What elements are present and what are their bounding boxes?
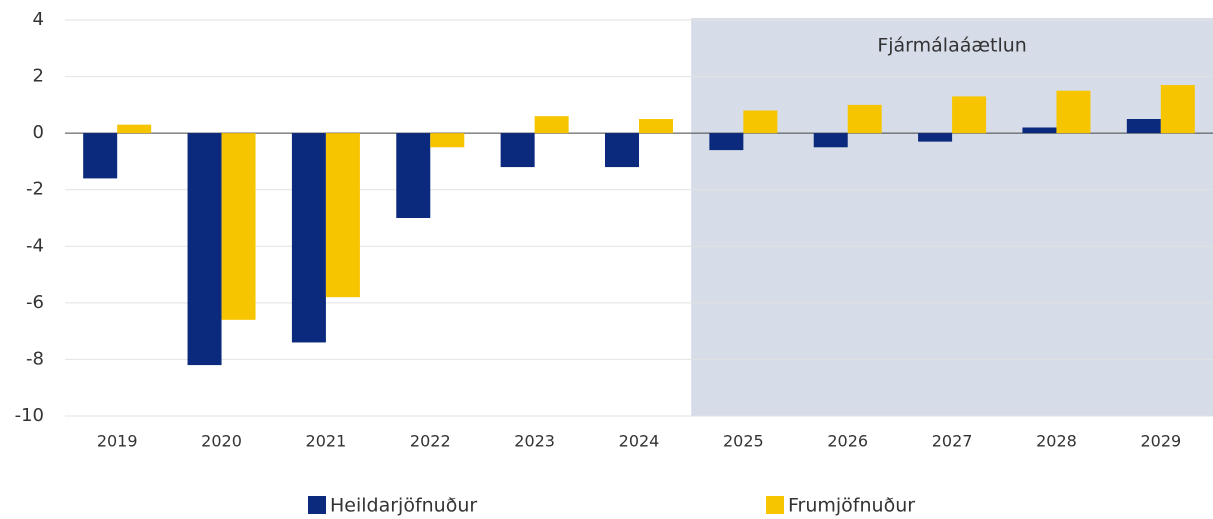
legend-label: Frumjöfnuður: [788, 495, 915, 517]
x-tick-label: 2020: [201, 432, 242, 451]
bar: [83, 133, 118, 179]
background-layer: [691, 18, 1213, 416]
bar: [396, 133, 431, 218]
bar: [1126, 119, 1161, 134]
y-tick-label: -10: [15, 405, 44, 426]
bar: [534, 116, 569, 134]
bar: [743, 110, 778, 134]
y-tick-label: -8: [26, 348, 44, 369]
bar: [813, 133, 848, 148]
y-tick-label: -4: [26, 235, 44, 256]
legend-swatch: [308, 496, 326, 514]
bar: [500, 133, 535, 168]
y-tick-label: 4: [33, 9, 44, 30]
x-tick-label: 2026: [827, 432, 868, 451]
bar: [1160, 85, 1195, 134]
bar: [639, 119, 673, 134]
bar: [1056, 90, 1091, 134]
bar: [605, 133, 639, 168]
y-tick-label: 0: [33, 122, 44, 143]
x-tick-label: 2025: [723, 432, 764, 451]
y-tick-label: 2: [33, 66, 44, 87]
bar: [187, 133, 222, 366]
x-tick-label: 2029: [1140, 432, 1181, 451]
bar: [430, 133, 465, 148]
bar: [1022, 127, 1057, 134]
x-tick-label: 2019: [97, 432, 138, 451]
x-tick-label: 2022: [410, 432, 451, 451]
bar: [918, 133, 953, 142]
bar: [325, 133, 360, 298]
y-tick-label: -2: [26, 179, 44, 200]
x-tick-label: 2021: [306, 432, 347, 451]
x-tick-label: 2023: [514, 432, 555, 451]
x-tick-label: 2028: [1036, 432, 1077, 451]
y-tick-label: -6: [26, 292, 44, 313]
bar: [952, 96, 987, 134]
legend-label: Heildarjöfnuður: [330, 495, 477, 517]
forecast-label: Fjármálaáætlun: [877, 35, 1027, 57]
bar: [117, 124, 152, 134]
bar: [291, 133, 326, 343]
bar: [709, 133, 744, 151]
x-tick-label: 2027: [932, 432, 973, 451]
forecast-shade: [691, 18, 1213, 416]
bar: [847, 104, 882, 134]
x-tick-label: 2024: [619, 432, 660, 451]
bar: [221, 133, 256, 320]
legend-swatch: [766, 496, 784, 514]
